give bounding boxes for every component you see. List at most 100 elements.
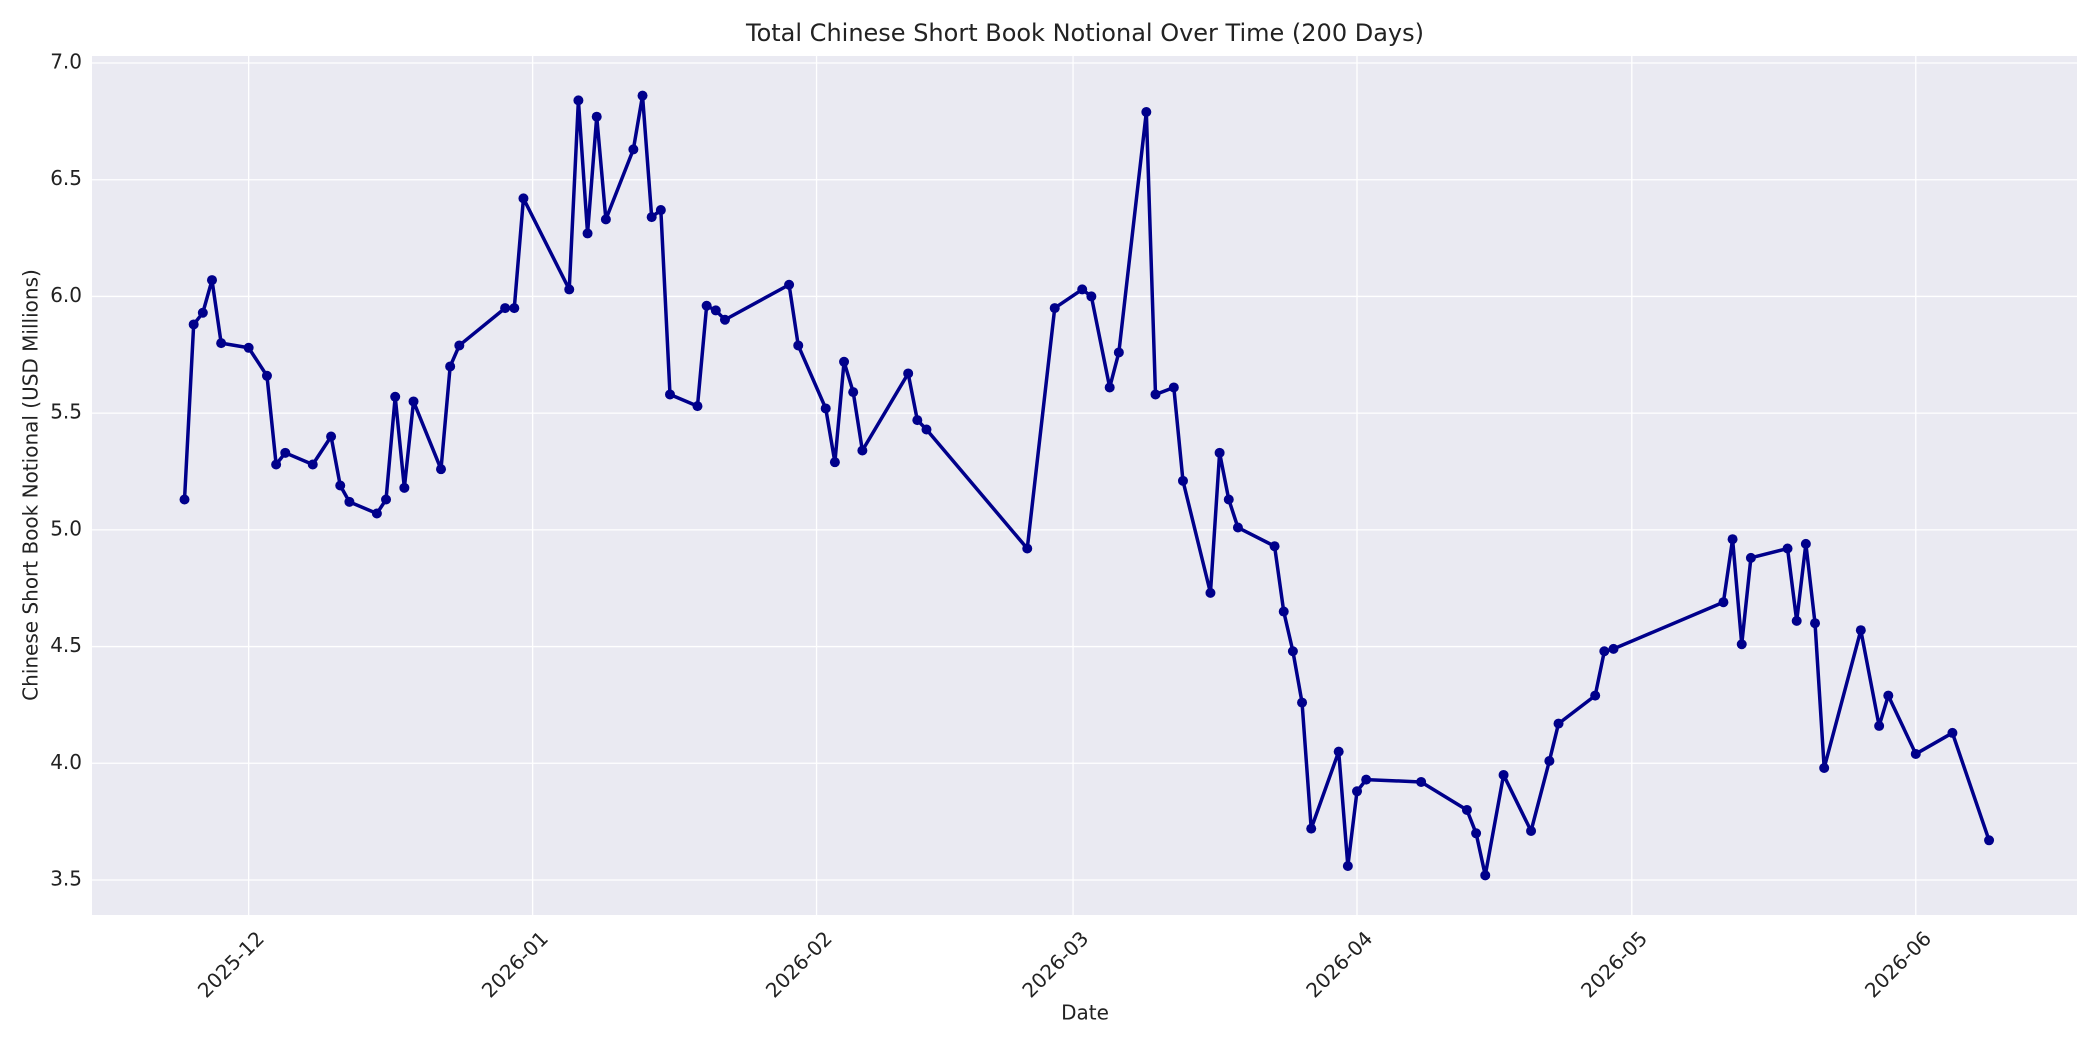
data-point xyxy=(637,90,648,101)
data-point xyxy=(839,356,850,367)
data-point xyxy=(1544,755,1555,766)
data-point xyxy=(701,300,712,311)
data-point xyxy=(573,95,584,106)
data-point xyxy=(1416,776,1427,787)
data-point xyxy=(921,424,932,435)
data-point xyxy=(206,275,217,286)
x-tick-label: 2026-05 xyxy=(1576,926,1652,1002)
data-point xyxy=(710,305,721,316)
data-point xyxy=(1791,615,1802,626)
data-point xyxy=(1947,727,1958,738)
data-point xyxy=(793,340,804,351)
data-point xyxy=(829,457,840,468)
data-point xyxy=(509,303,520,314)
y-tick-label: 7.0 xyxy=(50,50,82,74)
data-point xyxy=(1498,769,1509,780)
y-tick-label: 5.0 xyxy=(50,516,82,540)
data-point xyxy=(1883,690,1894,701)
data-point xyxy=(179,494,190,505)
data-point xyxy=(784,279,795,290)
data-point xyxy=(1810,618,1821,629)
y-tick-label: 6.0 xyxy=(50,283,82,307)
data-point xyxy=(381,494,392,505)
data-point xyxy=(243,342,254,353)
x-tick-label: 2026-03 xyxy=(1017,926,1093,1002)
plot-area xyxy=(92,56,2077,915)
data-point xyxy=(1910,748,1921,759)
data-point xyxy=(591,111,602,122)
data-point xyxy=(1461,804,1472,815)
y-tick-label: 5.5 xyxy=(50,400,82,424)
y-axis-label: Chinese Short Book Notional (USD Million… xyxy=(19,269,43,701)
data-point xyxy=(1553,718,1564,729)
data-point xyxy=(820,403,831,414)
data-point xyxy=(1214,447,1225,458)
data-point xyxy=(1526,825,1537,836)
data-point xyxy=(1984,835,1995,846)
data-point xyxy=(692,401,703,412)
y-tick-label: 3.5 xyxy=(50,866,82,890)
data-point xyxy=(1361,774,1372,785)
data-point xyxy=(903,368,914,379)
data-point xyxy=(1022,543,1033,554)
data-point xyxy=(188,319,199,330)
data-point xyxy=(1471,828,1482,839)
x-tick-label: 2026-02 xyxy=(761,926,837,1002)
data-point xyxy=(1104,382,1115,393)
data-point xyxy=(1599,646,1610,657)
data-point xyxy=(1608,643,1619,654)
data-point xyxy=(399,482,410,493)
data-point xyxy=(1855,625,1866,636)
data-point xyxy=(857,445,868,456)
data-point xyxy=(445,361,456,372)
data-point xyxy=(1278,606,1289,617)
data-point xyxy=(848,387,859,398)
x-tick-label: 2026-01 xyxy=(477,926,553,1002)
data-point xyxy=(408,396,419,407)
y-tick-label: 6.5 xyxy=(50,166,82,190)
data-point xyxy=(564,284,575,295)
data-point xyxy=(1150,389,1161,400)
data-point xyxy=(1590,690,1601,701)
data-point xyxy=(216,338,227,349)
data-point xyxy=(1480,870,1491,881)
data-point xyxy=(912,415,923,426)
data-point xyxy=(665,389,676,400)
data-point xyxy=(1086,291,1097,302)
data-point xyxy=(261,370,272,381)
data-point xyxy=(628,144,639,155)
data-point xyxy=(655,205,666,216)
data-point xyxy=(1745,552,1756,563)
data-point xyxy=(518,193,529,204)
data-point xyxy=(436,464,447,475)
data-point xyxy=(1205,587,1216,598)
data-point xyxy=(719,314,730,325)
data-point xyxy=(1269,541,1280,552)
data-point xyxy=(335,480,346,491)
data-point xyxy=(500,303,511,314)
data-point xyxy=(1168,382,1179,393)
x-tick-label: 2025-12 xyxy=(193,926,269,1002)
y-tick-label: 4.0 xyxy=(50,750,82,774)
x-tick-label: 2026-06 xyxy=(1860,926,1936,1002)
data-point xyxy=(1800,538,1811,549)
data-point xyxy=(1287,646,1298,657)
data-point xyxy=(280,447,291,458)
data-point xyxy=(1342,860,1353,871)
data-point xyxy=(307,459,318,470)
data-point xyxy=(1874,720,1885,731)
data-point xyxy=(1333,746,1344,757)
data-point xyxy=(1077,284,1088,295)
data-point xyxy=(344,496,355,507)
y-tick-label: 4.5 xyxy=(50,633,82,657)
x-axis-label: Date xyxy=(1061,1001,1109,1025)
chart-title: Total Chinese Short Book Notional Over T… xyxy=(745,19,1424,47)
data-point xyxy=(454,340,465,351)
data-point xyxy=(1223,494,1234,505)
data-point xyxy=(1352,786,1363,797)
data-point xyxy=(1141,107,1152,118)
x-tick-label: 2026-04 xyxy=(1301,926,1377,1002)
data-point xyxy=(1782,543,1793,554)
data-point xyxy=(600,214,611,225)
